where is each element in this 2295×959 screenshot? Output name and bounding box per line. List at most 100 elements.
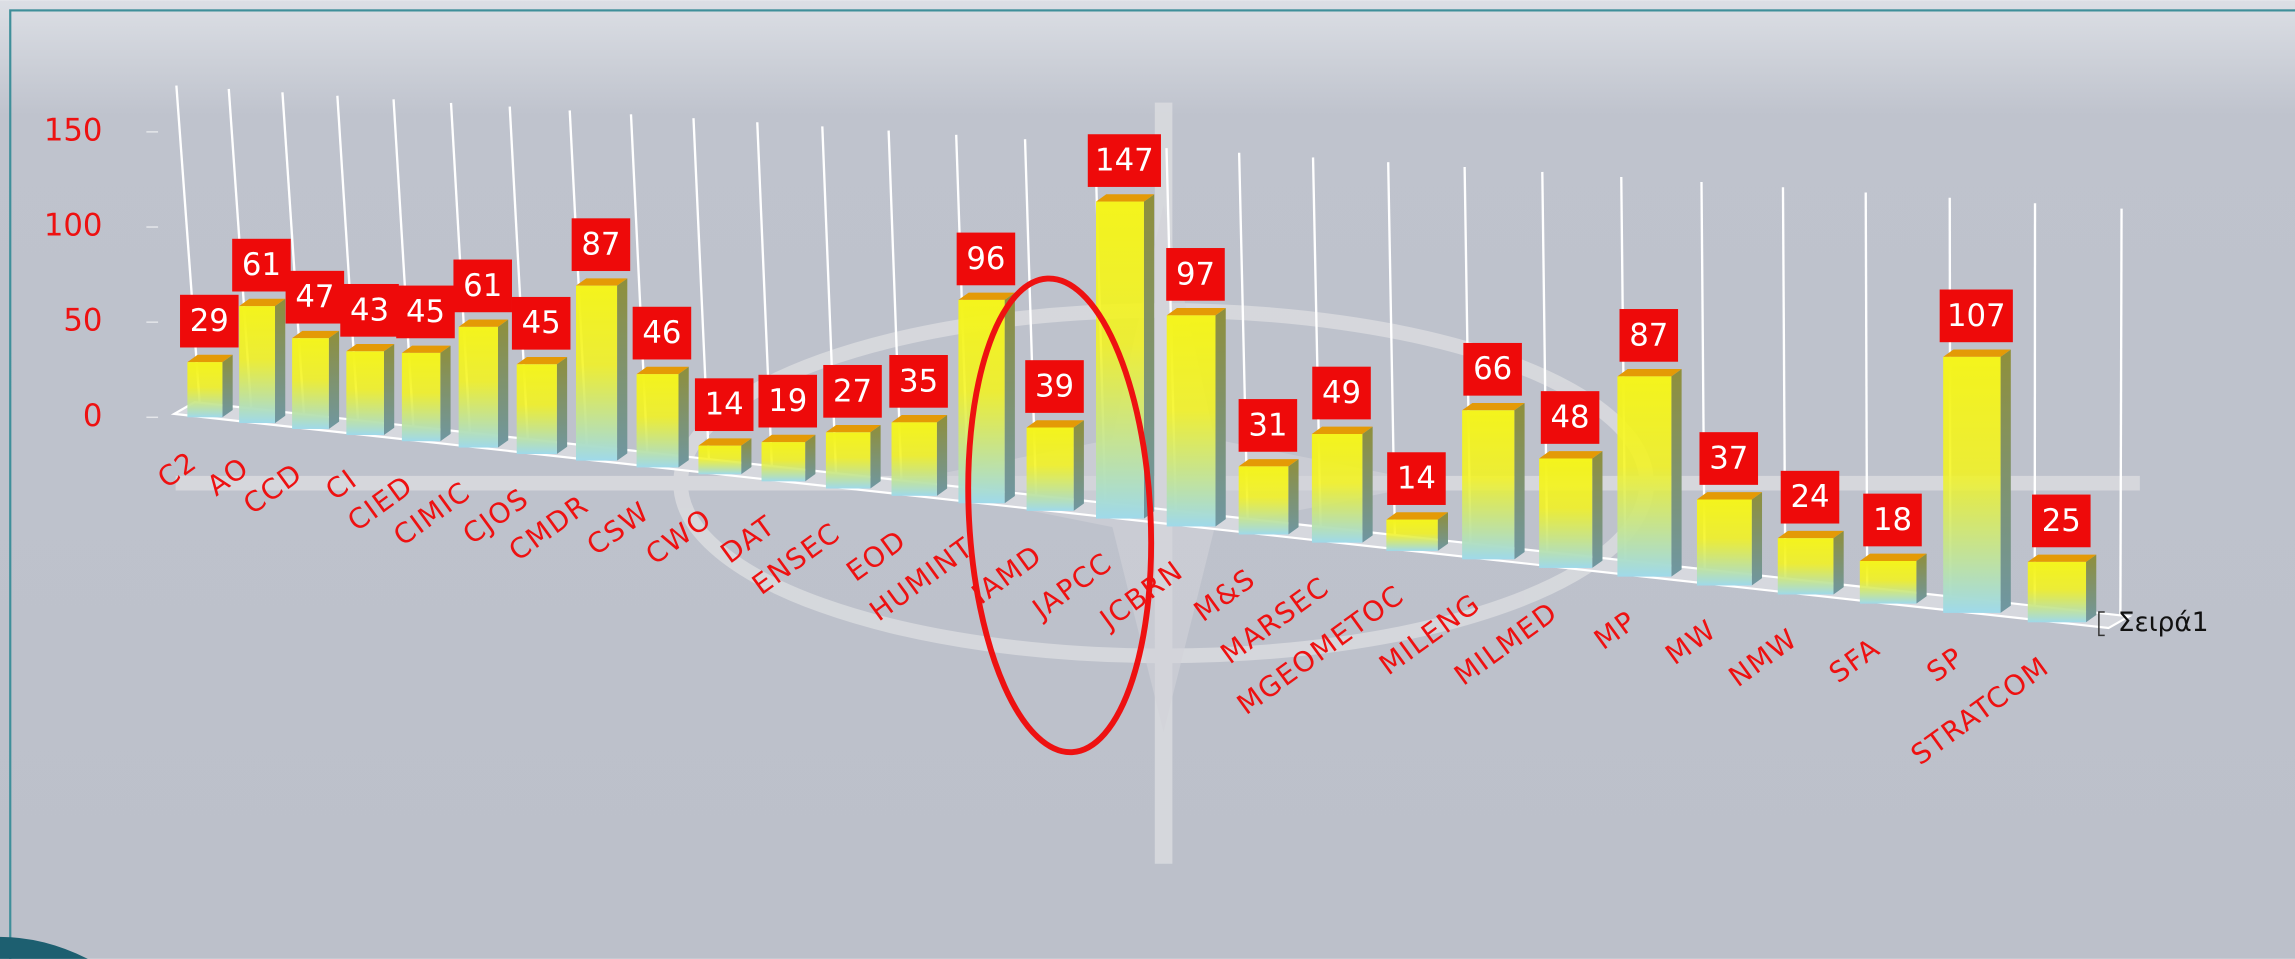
bar: [1859, 553, 1927, 604]
bar-top: [2027, 554, 2097, 562]
value-label: 18: [1873, 502, 1912, 538]
value-label: 14: [705, 387, 744, 423]
bar-side: [1073, 420, 1084, 511]
bar-front: [458, 326, 498, 448]
value-label: 45: [522, 305, 561, 341]
bar-top: [1166, 308, 1226, 316]
value-label: 97: [1176, 256, 1215, 292]
value-label: 46: [642, 315, 681, 351]
bar-top: [1859, 553, 1927, 561]
bar-top: [239, 298, 286, 307]
value-label-box: [956, 232, 1016, 286]
bar-top: [761, 434, 816, 443]
value-label-box: [1863, 493, 1922, 547]
bar: [1386, 512, 1448, 551]
value-label: 35: [899, 363, 938, 399]
bar: [1539, 451, 1603, 568]
bar-side: [617, 278, 628, 461]
bar-top: [576, 278, 628, 286]
value-label: 61: [463, 268, 502, 304]
bar-front: [1777, 538, 1834, 595]
bar-top: [1617, 369, 1682, 377]
bar-top: [346, 343, 395, 352]
bar-side: [1437, 512, 1448, 551]
value-label-box: [2032, 494, 2091, 548]
legend-entry: Σειρά1: [2118, 608, 2209, 638]
value-label: 37: [1709, 440, 1748, 476]
category-grid-line: [1237, 152, 1249, 522]
value-label-box: [889, 355, 948, 408]
bar-front: [761, 442, 806, 482]
bar-top: [1386, 512, 1448, 520]
value-label-box: [694, 378, 754, 432]
bar-front: [636, 374, 679, 468]
bar-top: [401, 345, 451, 353]
bar-top: [958, 292, 1015, 300]
bar-front: [1539, 458, 1593, 568]
legend-bracket: [2098, 611, 2105, 637]
bar-side: [936, 415, 948, 496]
bar-front: [239, 306, 276, 424]
frame: [9, 9, 2295, 959]
bar-front: [698, 445, 742, 475]
value-label: 43: [350, 292, 389, 328]
bar-side: [1916, 553, 1927, 604]
bar-top: [825, 424, 881, 433]
bar-top: [891, 415, 948, 423]
value-label: 25: [2042, 503, 2081, 539]
bar: [239, 298, 286, 424]
value-label: 29: [190, 303, 229, 339]
highlight-ellipse: [965, 275, 1155, 756]
bar-side: [1004, 292, 1015, 504]
bar: [458, 319, 509, 448]
bar: [636, 366, 689, 468]
bars: 29 61 47 43 45 61 45 87 46 14 19 27 35 96 39 147 97 31 49 1…: [180, 134, 2097, 623]
value-label: 96: [966, 241, 1005, 277]
y-tick-label: 0: [83, 398, 103, 434]
bar-front: [1943, 356, 2001, 613]
value-label-box: [1699, 432, 1759, 485]
y-tick-label: 50: [63, 303, 102, 339]
bar-top: [1238, 459, 1299, 467]
bar-front: [2027, 561, 2087, 623]
bar-side: [741, 438, 752, 475]
bar: [576, 278, 628, 461]
bar-side: [440, 345, 451, 442]
bar-top: [1026, 420, 1084, 428]
corner-swoosh: [0, 936, 88, 959]
value-label-box: [285, 270, 345, 324]
value-label: 45: [406, 294, 445, 330]
bar: [1696, 492, 1763, 586]
bar-top: [458, 319, 509, 327]
bar-side: [678, 366, 689, 468]
bar: [1166, 308, 1226, 527]
bar-top: [516, 356, 568, 365]
bar-side: [2086, 554, 2097, 623]
bar: [346, 343, 395, 436]
bar: [1462, 402, 1525, 560]
bar: [1238, 459, 1299, 535]
value-label: 147: [1095, 143, 1154, 179]
value-label: 107: [1947, 298, 2006, 334]
value-label-box: [396, 285, 455, 339]
value-label-box: [180, 294, 239, 348]
bar: [516, 356, 568, 455]
bar-side: [1751, 492, 1763, 586]
bar-side: [805, 434, 816, 482]
bar: [401, 345, 451, 442]
value-label-box: [1463, 342, 1522, 396]
bar-front: [401, 352, 441, 442]
bar-front: [1859, 560, 1917, 604]
value-label-box: [1387, 452, 1446, 505]
value-label-box: [1540, 391, 1600, 444]
value-label-box: [340, 283, 399, 337]
bar-side: [870, 424, 881, 489]
value-label-box: [511, 296, 571, 350]
value-label-box: [232, 238, 291, 292]
value-label-box: [1312, 366, 1371, 420]
value-label-box: [758, 374, 818, 428]
bar-top: [1462, 402, 1525, 411]
bar-front: [346, 351, 384, 436]
bar-front: [292, 338, 329, 429]
